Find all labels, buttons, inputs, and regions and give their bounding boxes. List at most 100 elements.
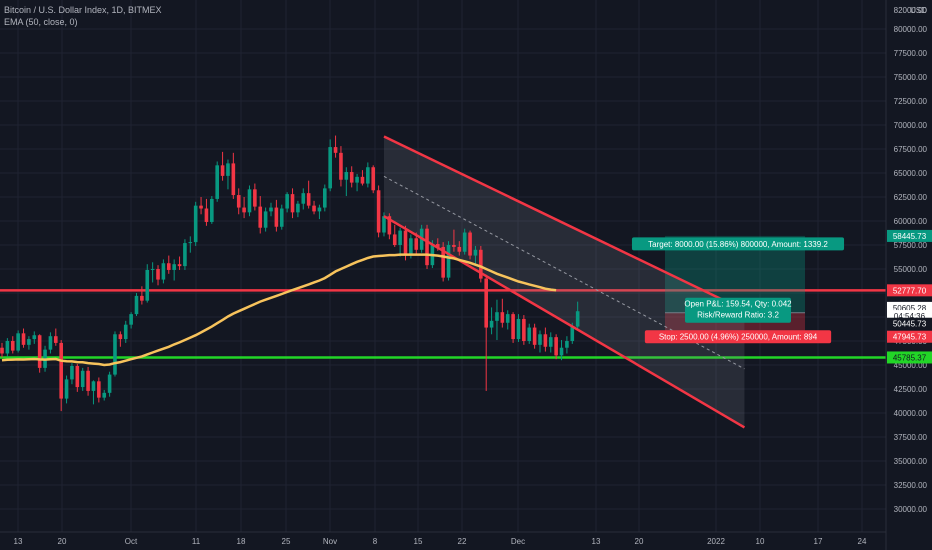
candle-body bbox=[166, 263, 171, 270]
candle-body bbox=[479, 249, 483, 279]
price-tag-5: 47945.73 bbox=[887, 330, 932, 343]
candle-body bbox=[91, 381, 96, 391]
price-tag-1: 52777.70 bbox=[887, 284, 932, 297]
channel-fill bbox=[383, 136, 745, 428]
candle-body bbox=[161, 263, 166, 280]
candle-body bbox=[349, 172, 354, 183]
candle-body bbox=[317, 207, 322, 212]
candle-body bbox=[457, 246, 462, 252]
candle-body bbox=[210, 198, 214, 222]
candle-body bbox=[10, 341, 15, 351]
price-tag-text: 52777.70 bbox=[893, 286, 927, 295]
price-tag-bg bbox=[887, 317, 932, 330]
candle-body bbox=[441, 246, 445, 278]
candle-body bbox=[140, 295, 144, 301]
price-tick-label: 42500.00 bbox=[894, 385, 928, 394]
price-tick-label: 70000.00 bbox=[894, 121, 928, 130]
candle-body bbox=[360, 176, 365, 184]
time-tick-label: Dec bbox=[511, 537, 525, 546]
candle-body bbox=[64, 379, 69, 399]
position-stop-label-text: Stop: 2500.00 (4.96%) 250000, Amount: 89… bbox=[659, 333, 818, 342]
candle-body bbox=[274, 207, 279, 227]
position-ratio-text: Risk/Reward Ratio: 3.2 bbox=[697, 311, 779, 320]
time-tick-label: 15 bbox=[414, 537, 423, 546]
candle-body bbox=[570, 326, 575, 341]
candle-body bbox=[150, 269, 155, 270]
candle-body bbox=[522, 318, 526, 341]
candle-body bbox=[339, 152, 343, 180]
price-tick-label: 82000.00 bbox=[894, 6, 928, 15]
price-tick-label: 45000.00 bbox=[894, 361, 928, 370]
candle-body bbox=[435, 244, 440, 247]
candle-body bbox=[301, 193, 306, 204]
time-tick-label: 2022 bbox=[707, 537, 725, 546]
candle-body bbox=[236, 195, 241, 208]
candle-body bbox=[376, 190, 381, 233]
ema-indicator-label[interactable]: EMA (50, close, 0) bbox=[4, 17, 78, 27]
price-tick-label: 77500.00 bbox=[894, 49, 928, 58]
price-tag-6: 45785.37 bbox=[887, 351, 932, 364]
candle-body bbox=[516, 318, 521, 340]
candle-body bbox=[392, 234, 397, 245]
time-tick-label: 8 bbox=[373, 537, 378, 546]
candle-body bbox=[306, 193, 311, 206]
price-tag-bg bbox=[887, 284, 932, 297]
position-pnl-bg bbox=[685, 297, 791, 323]
price-tick-label: 67500.00 bbox=[894, 145, 928, 154]
price-tick-label: 35000.00 bbox=[894, 457, 928, 466]
candle-body bbox=[97, 381, 101, 398]
candle-body bbox=[123, 324, 128, 340]
price-tick-label: 72500.00 bbox=[894, 97, 928, 106]
ema-line bbox=[1, 253, 557, 367]
candle-body bbox=[59, 342, 63, 399]
candle-body bbox=[32, 335, 37, 340]
candle-body bbox=[156, 269, 160, 280]
price-tag-text: 04:54:36 bbox=[894, 312, 926, 321]
price-tag-text: 58445.73 bbox=[893, 232, 927, 241]
time-tick-label: Nov bbox=[323, 537, 337, 546]
candle-body bbox=[495, 312, 499, 321]
candle-body bbox=[242, 207, 246, 213]
candle-body bbox=[371, 167, 376, 191]
candle-body bbox=[355, 176, 359, 183]
candle-body bbox=[403, 230, 408, 256]
price-tick-label: 62500.00 bbox=[894, 193, 928, 202]
position-pnl-text: Open P&L: 159.54, Qty: 0.042 bbox=[684, 300, 792, 309]
candle-body bbox=[188, 242, 193, 244]
candle-body bbox=[452, 245, 456, 247]
time-tick-label: 24 bbox=[858, 537, 867, 546]
candle-body bbox=[70, 365, 74, 380]
price-tag-0: 58445.73 bbox=[887, 229, 932, 242]
candle-body bbox=[387, 216, 392, 235]
candle-body bbox=[102, 392, 107, 398]
candle-body bbox=[548, 337, 553, 347]
candle-body bbox=[75, 365, 80, 388]
candle-body bbox=[382, 216, 386, 233]
time-tick-label: 17 bbox=[814, 537, 823, 546]
candle-body bbox=[172, 264, 176, 270]
candle-body bbox=[231, 163, 236, 196]
position-pnl-label: Open P&L: 159.54, Qty: 0.042 Risk/Reward … bbox=[684, 297, 792, 323]
symbol-title[interactable]: Bitcoin / U.S. Dollar Index, 1D, BITMEX bbox=[4, 5, 162, 15]
candle-body bbox=[462, 232, 467, 252]
candle-body bbox=[247, 189, 252, 213]
time-tick-label: 20 bbox=[635, 537, 644, 546]
price-tick-label: 57500.00 bbox=[894, 241, 928, 250]
candle-body bbox=[134, 295, 139, 315]
candle-body bbox=[258, 206, 263, 228]
candle-body bbox=[37, 335, 42, 368]
time-tick-label: 11 bbox=[192, 537, 201, 546]
price-tag-bg bbox=[887, 330, 932, 343]
candle-body bbox=[333, 147, 338, 153]
channel-upper-line bbox=[383, 135, 745, 312]
candle-body bbox=[446, 245, 451, 278]
price-tick-label: 75000.00 bbox=[894, 73, 928, 82]
price-tick-label: 60000.00 bbox=[894, 217, 928, 226]
candle-body bbox=[199, 205, 203, 209]
candle-body bbox=[344, 172, 349, 180]
candle-body bbox=[253, 189, 257, 207]
candle-body bbox=[290, 194, 295, 213]
price-tick-label: 55000.00 bbox=[894, 265, 928, 274]
price-tick-label: 32500.00 bbox=[894, 481, 928, 490]
